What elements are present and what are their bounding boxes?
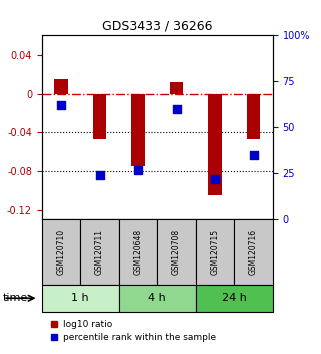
Text: GSM120715: GSM120715 xyxy=(211,229,220,275)
Bar xyxy=(247,93,260,139)
Bar xyxy=(54,79,68,93)
Text: GSM120711: GSM120711 xyxy=(95,229,104,275)
Point xyxy=(97,172,102,178)
Text: 24 h: 24 h xyxy=(222,293,247,303)
Point xyxy=(58,103,64,108)
Legend: log10 ratio, percentile rank within the sample: log10 ratio, percentile rank within the … xyxy=(46,316,220,346)
Point xyxy=(213,176,218,182)
FancyBboxPatch shape xyxy=(196,219,234,285)
Bar xyxy=(208,93,222,195)
Bar xyxy=(170,82,183,93)
FancyBboxPatch shape xyxy=(157,219,196,285)
Text: GSM120708: GSM120708 xyxy=(172,229,181,275)
FancyBboxPatch shape xyxy=(234,219,273,285)
Title: GDS3433 / 36266: GDS3433 / 36266 xyxy=(102,20,213,33)
Bar xyxy=(131,93,145,166)
Bar xyxy=(93,93,106,139)
Point xyxy=(174,106,179,112)
Text: 4 h: 4 h xyxy=(148,293,166,303)
FancyBboxPatch shape xyxy=(42,219,80,285)
FancyBboxPatch shape xyxy=(119,219,157,285)
Text: GSM120710: GSM120710 xyxy=(56,229,65,275)
FancyBboxPatch shape xyxy=(80,219,119,285)
Text: time: time xyxy=(3,293,29,303)
FancyBboxPatch shape xyxy=(119,285,196,312)
Point xyxy=(135,167,141,173)
FancyBboxPatch shape xyxy=(196,285,273,312)
Text: GSM120716: GSM120716 xyxy=(249,229,258,275)
Text: 1 h: 1 h xyxy=(72,293,89,303)
Point xyxy=(251,152,256,158)
FancyBboxPatch shape xyxy=(42,285,119,312)
Text: GSM120648: GSM120648 xyxy=(134,229,143,275)
